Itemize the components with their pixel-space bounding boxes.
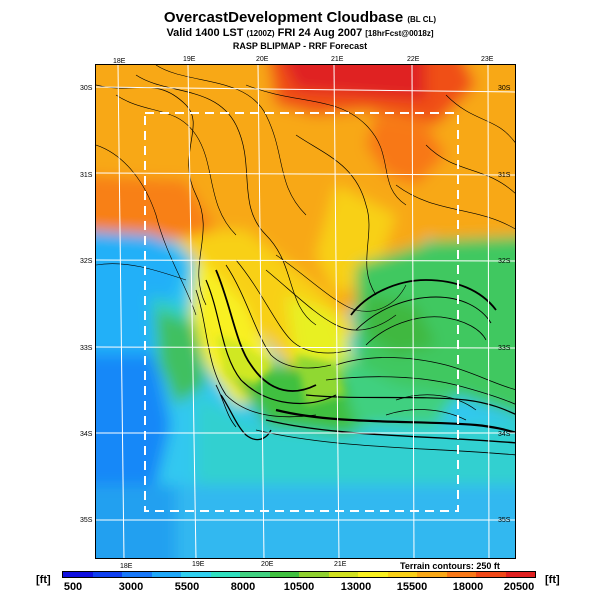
valid-date: FRI 24 Aug 2007 xyxy=(277,27,363,39)
colorbar-swatch-6 xyxy=(240,572,270,577)
cloudbase-field xyxy=(96,65,515,558)
colorbar-label-3000: 3000 xyxy=(118,581,144,593)
colorbar-swatch-11 xyxy=(387,572,417,577)
left-lat-label-31s: 31S xyxy=(80,172,93,179)
colorbar-label-8000: 8000 xyxy=(230,581,256,593)
colorbar-swatch-3 xyxy=(151,572,181,577)
terrain-contours-note: Terrain contours: 250 ft xyxy=(400,561,500,571)
top-lon-label-20e: 20E xyxy=(256,56,269,63)
bottom-lon-label-18e: 18E xyxy=(120,563,133,570)
top-lon-label-21e: 21E xyxy=(331,56,344,63)
colorbar-label-18000: 18000 xyxy=(452,581,484,593)
colorbar-swatch-4 xyxy=(181,572,211,577)
colorbar-unit-right: [ft] xyxy=(545,574,560,586)
colorbar-swatch-9 xyxy=(328,572,358,577)
colorbar-label-5500: 5500 xyxy=(174,581,200,593)
colorbar-swatch-2 xyxy=(122,572,152,577)
valid-main: Valid 1400 LST xyxy=(166,27,244,39)
colorbar-swatch-14 xyxy=(476,572,506,577)
colorbar-swatch-13 xyxy=(446,572,476,577)
colorbar xyxy=(62,571,536,578)
top-lon-label-22e: 22E xyxy=(407,56,420,63)
map-title: OvercastDevelopment Cloudbase (BL CL) xyxy=(0,9,600,26)
right-lat-label-32s: 32S xyxy=(498,258,511,265)
left-lat-label-30s: 30S xyxy=(80,85,93,92)
colorbar-label-20500: 20500 xyxy=(503,581,535,593)
title-suffix: (BL CL) xyxy=(407,15,437,24)
top-lon-label-19e: 19E xyxy=(183,56,196,63)
colorbar-unit-left: [ft] xyxy=(36,574,51,586)
forecast-note: [18hrFcst@0018z] xyxy=(365,29,434,38)
top-lon-label-23e: 23E xyxy=(481,56,494,63)
left-lat-label-34s: 34S xyxy=(80,431,93,438)
right-lat-label-33s: 33S xyxy=(498,345,511,352)
colorbar-swatch-8 xyxy=(299,572,329,577)
bottom-lon-label-20e: 20E xyxy=(261,561,274,568)
forecast-map xyxy=(96,65,515,558)
terrain-contours xyxy=(96,65,515,456)
colorbar-swatch-7 xyxy=(269,572,299,577)
colorbar-swatch-5 xyxy=(210,572,240,577)
colorbar-swatch-1 xyxy=(92,572,122,577)
right-lat-label-31s: 31S xyxy=(498,172,511,179)
graticule xyxy=(96,65,515,558)
left-lat-label-35s: 35S xyxy=(80,517,93,524)
left-lat-label-33s: 33S xyxy=(80,345,93,352)
left-lat-label-32s: 32S xyxy=(80,258,93,265)
colorbar-label-10500: 10500 xyxy=(283,581,315,593)
colorbar-label-15500: 15500 xyxy=(396,581,428,593)
colorbar-swatch-15 xyxy=(505,572,535,577)
bottom-lon-label-19e: 19E xyxy=(192,561,205,568)
bottom-lon-label-21e: 21E xyxy=(334,561,347,568)
top-lon-label-18e: 18E xyxy=(113,58,126,65)
colorbar-label-13000: 13000 xyxy=(340,581,372,593)
colorbar-swatch-12 xyxy=(417,572,447,577)
colorbar-swatch-10 xyxy=(358,572,388,577)
right-lat-label-34s: 34S xyxy=(498,431,511,438)
colorbar-label-500: 500 xyxy=(63,581,83,593)
valid-time-line: Valid 1400 LST (1200Z) FRI 24 Aug 2007 [… xyxy=(0,27,600,39)
right-lat-label-35s: 35S xyxy=(498,517,511,524)
domain-frame xyxy=(144,112,459,512)
map-panel xyxy=(95,64,516,559)
right-lat-label-30s: 30S xyxy=(498,85,511,92)
title-text: OvercastDevelopment Cloudbase xyxy=(163,9,404,26)
valid-zulu: (1200Z) xyxy=(246,29,275,38)
colorbar-swatch-0 xyxy=(63,572,93,577)
map-subtitle: RASP BLIPMAP - RRF Forecast xyxy=(232,41,368,51)
